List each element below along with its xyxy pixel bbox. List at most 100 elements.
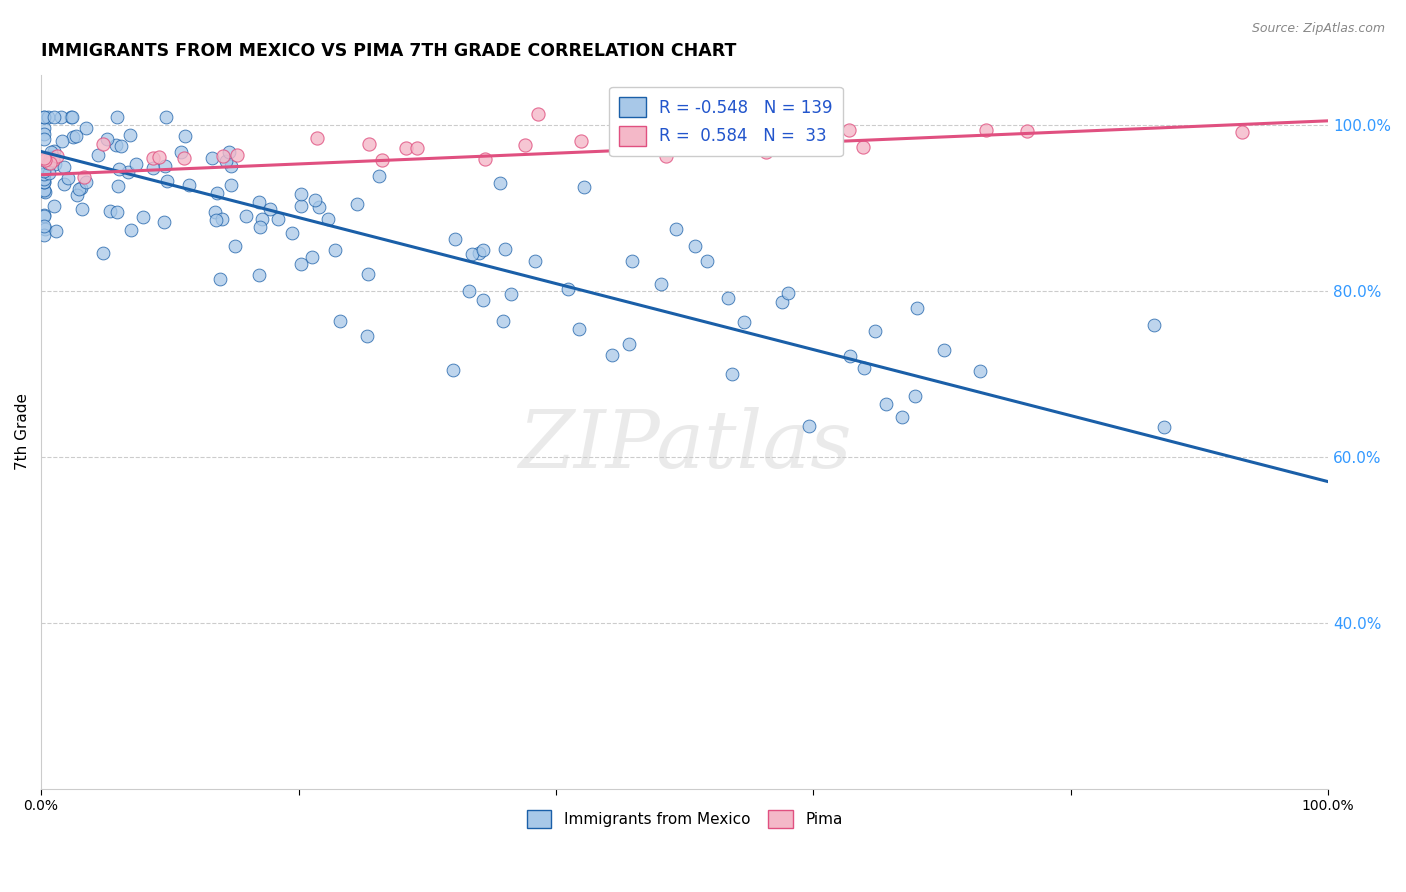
Point — [515, 138, 537, 153]
Point — [44, 110, 66, 124]
Point — [201, 151, 224, 165]
Point — [173, 151, 195, 165]
Point — [356, 329, 378, 343]
Point — [39, 156, 62, 170]
Point — [235, 210, 257, 224]
Point — [568, 321, 591, 335]
Point — [211, 149, 233, 163]
Point — [301, 251, 323, 265]
Point — [37, 156, 59, 170]
Point — [32, 110, 55, 124]
Point — [852, 139, 875, 153]
Point — [494, 242, 516, 256]
Point — [42, 199, 65, 213]
Point — [316, 212, 339, 227]
Point — [42, 144, 65, 158]
Point — [569, 134, 592, 148]
Point — [527, 107, 550, 121]
Point — [371, 153, 394, 167]
Point — [441, 363, 464, 377]
Text: Source: ZipAtlas.com: Source: ZipAtlas.com — [1251, 22, 1385, 36]
Point — [1015, 124, 1038, 138]
Point — [60, 110, 83, 124]
Point — [45, 224, 67, 238]
Point — [87, 147, 110, 161]
Point — [524, 254, 547, 268]
Point — [472, 293, 495, 308]
Point — [72, 170, 94, 185]
Point — [557, 282, 579, 296]
Point — [600, 348, 623, 362]
Point — [696, 253, 718, 268]
Point — [259, 202, 281, 217]
Point — [489, 177, 512, 191]
Point — [367, 169, 389, 184]
Point — [468, 246, 491, 260]
Point — [32, 183, 55, 197]
Point — [304, 193, 326, 207]
Point — [346, 196, 368, 211]
Point — [155, 110, 177, 124]
Point — [49, 110, 72, 124]
Point — [225, 148, 247, 162]
Point — [38, 166, 60, 180]
Point — [65, 128, 87, 143]
Point — [308, 200, 330, 214]
Point — [614, 133, 637, 147]
Point — [405, 140, 427, 154]
Point — [204, 205, 226, 219]
Text: IMMIGRANTS FROM MEXICO VS PIMA 7TH GRADE CORRELATION CHART: IMMIGRANTS FROM MEXICO VS PIMA 7TH GRADE… — [41, 42, 737, 60]
Point — [44, 156, 66, 170]
Point — [323, 243, 346, 257]
Point — [42, 150, 65, 164]
Point — [211, 211, 233, 226]
Point — [205, 212, 228, 227]
Point — [32, 151, 55, 165]
Point — [650, 277, 672, 292]
Point — [209, 271, 232, 285]
Point — [32, 171, 55, 186]
Point — [105, 138, 128, 153]
Point — [281, 227, 304, 241]
Point — [247, 195, 270, 210]
Point — [125, 157, 148, 171]
Point — [221, 178, 243, 193]
Point — [98, 203, 121, 218]
Point — [70, 202, 93, 217]
Point — [619, 337, 641, 351]
Point — [703, 136, 725, 151]
Point — [249, 219, 271, 234]
Point — [1143, 318, 1166, 333]
Point — [733, 315, 755, 329]
Point — [32, 168, 55, 182]
Point — [118, 128, 141, 142]
Point — [117, 165, 139, 179]
Point — [755, 145, 778, 160]
Point — [32, 120, 55, 135]
Point — [905, 301, 928, 315]
Point — [247, 268, 270, 282]
Point — [32, 185, 55, 199]
Point — [142, 161, 165, 176]
Point — [461, 246, 484, 260]
Point — [699, 136, 721, 150]
Point — [45, 149, 67, 163]
Point — [492, 314, 515, 328]
Point — [224, 239, 246, 253]
Point — [52, 160, 75, 174]
Text: ZIPatlas: ZIPatlas — [517, 408, 852, 485]
Point — [108, 162, 131, 177]
Point — [839, 350, 862, 364]
Point — [148, 150, 170, 164]
Point — [290, 199, 312, 213]
Point — [621, 253, 644, 268]
Point — [34, 186, 56, 200]
Point — [67, 182, 90, 196]
Point — [177, 178, 200, 192]
Point — [32, 208, 55, 222]
Point — [34, 221, 56, 235]
Point — [32, 209, 55, 223]
Point — [32, 163, 55, 178]
Point — [863, 324, 886, 338]
Point — [721, 367, 744, 381]
